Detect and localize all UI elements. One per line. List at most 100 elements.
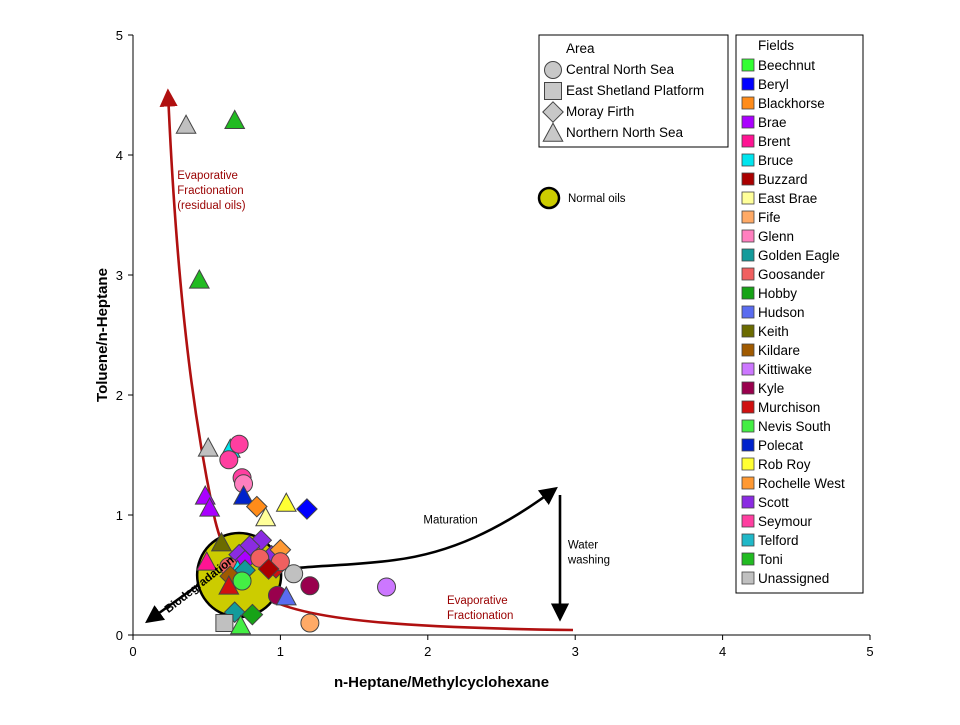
field-legend-label: Telford [758,533,799,548]
data-point [219,450,239,470]
area-legend-label: Moray Firth [566,104,634,119]
axes: 0 1 2 3 4 5 0 1 2 3 4 5 n-Heptane/Methylcyclohexane T… [94,28,874,691]
field-legend-label: Rob Roy [758,457,811,472]
data-point [275,585,297,606]
area-legend-marker [544,61,562,79]
annotation-line: (residual oils) [177,200,246,212]
field-legend-swatch [741,476,755,490]
annotation-text: Evaporative Fractionation [447,595,513,622]
field-legend-swatch [741,305,755,319]
field-legend-swatch [741,438,755,452]
data-point [232,484,255,505]
field-legend-label: Murchison [758,400,820,415]
x-tick-label: 0 [129,644,136,659]
field-legend-label: Keith [758,324,789,339]
field-legend-swatch [741,343,755,357]
field-legend-label: Polecat [758,438,803,453]
annotation-text: Maturation [423,514,477,526]
annotation-line: Evaporative [447,595,508,607]
field-legend-label: Hobby [758,286,797,301]
field-legend-label: Kyle [758,381,784,396]
data-points [175,109,397,635]
annotation-line: Maturation [423,514,477,526]
field-legend-swatch [741,419,755,433]
annotation-line: washing [567,555,610,567]
data-point [296,498,318,520]
field-legend-swatch [741,229,755,243]
data-point [377,577,397,597]
area-legend-label: Central North Sea [566,62,675,77]
field-legend-label: Beechnut [758,58,815,73]
field-legend-swatch [741,58,755,72]
field-legend-label: Goosander [758,267,825,282]
field-legend-swatch [741,552,755,566]
biodegradation-arrow [145,583,199,624]
field-legend-swatch [741,96,755,110]
field-legend-label: Hudson [758,305,805,320]
data-point [224,109,246,130]
field-legend-label: Kildare [758,343,800,358]
field-legend-label: Glenn [758,229,794,244]
area-legend-title: Area [566,41,595,56]
field-legend-label: Scott [758,495,789,510]
field-legend-swatch [741,134,755,148]
data-point [197,436,219,457]
data-point [210,531,233,552]
data-point [300,613,320,633]
data-point [241,603,264,626]
field-legend-label: Unassigned [758,571,829,586]
field-legend-label: Golden Eagle [758,248,840,263]
field-legend-swatch [741,495,755,509]
x-tick-label: 5 [866,644,873,659]
y-tick-label: 4 [116,148,123,163]
y-tick-label: 0 [116,628,123,643]
field-legend-swatch [741,153,755,167]
x-tick-label: 3 [572,644,579,659]
x-tick-label: 1 [277,644,284,659]
data-point [275,492,297,512]
y-tick-label: 3 [116,268,123,283]
field-legend-swatch [741,457,755,471]
normal-oils-legend: Normal oils [537,186,626,210]
field-legend-swatch [741,286,755,300]
field-legend-swatch [741,400,755,414]
area-legend-label: East Shetland Platform [566,83,704,98]
field-legend-swatch [741,514,755,528]
annotation-text: Water washing [567,540,610,567]
field-legend-swatch [741,172,755,186]
data-point [257,558,280,580]
field-legend-label: Brae [758,115,787,130]
field-legend-label: East Brae [758,191,817,206]
field-legend-label: Toni [758,552,783,567]
y-axis-label: Toluene/n-Heptane [94,268,111,402]
field-legend-swatch [741,248,755,262]
normal-oils-legend-label: Normal oils [568,193,626,205]
field-legend-label: Fife [758,210,781,225]
field-legend-label: Blackhorse [758,96,825,111]
data-point [199,496,221,517]
field-legend-swatch [741,362,755,376]
annotation-line: Water [568,540,598,552]
field-legend-label: Brent [758,134,791,149]
data-point [215,614,234,632]
x-tick-label: 2 [424,644,431,659]
data-point [196,550,218,571]
annotation-line: Evaporative [177,170,238,182]
field-legend-title: Fields [758,38,794,53]
field-legend-label: Kittiwake [758,362,812,377]
annotation-text: Evaporative Fractionation (residual oils) [177,170,246,212]
field-legend-label: Seymour [758,514,813,529]
data-point [188,268,210,289]
data-point [175,114,197,134]
field-legend-swatch [741,533,755,547]
field-legend-box [735,34,864,594]
field-legend-swatch [741,77,755,91]
field-legend-label: Rochelle West [758,476,845,491]
y-tick-label: 1 [116,508,123,523]
data-point [284,564,304,584]
normal-oils-legend-marker [537,186,561,210]
area-legend-marker [542,122,564,142]
area-legend: Area Central North Sea East Shetland Platf… [538,34,729,148]
field-legend-swatch [741,267,755,281]
